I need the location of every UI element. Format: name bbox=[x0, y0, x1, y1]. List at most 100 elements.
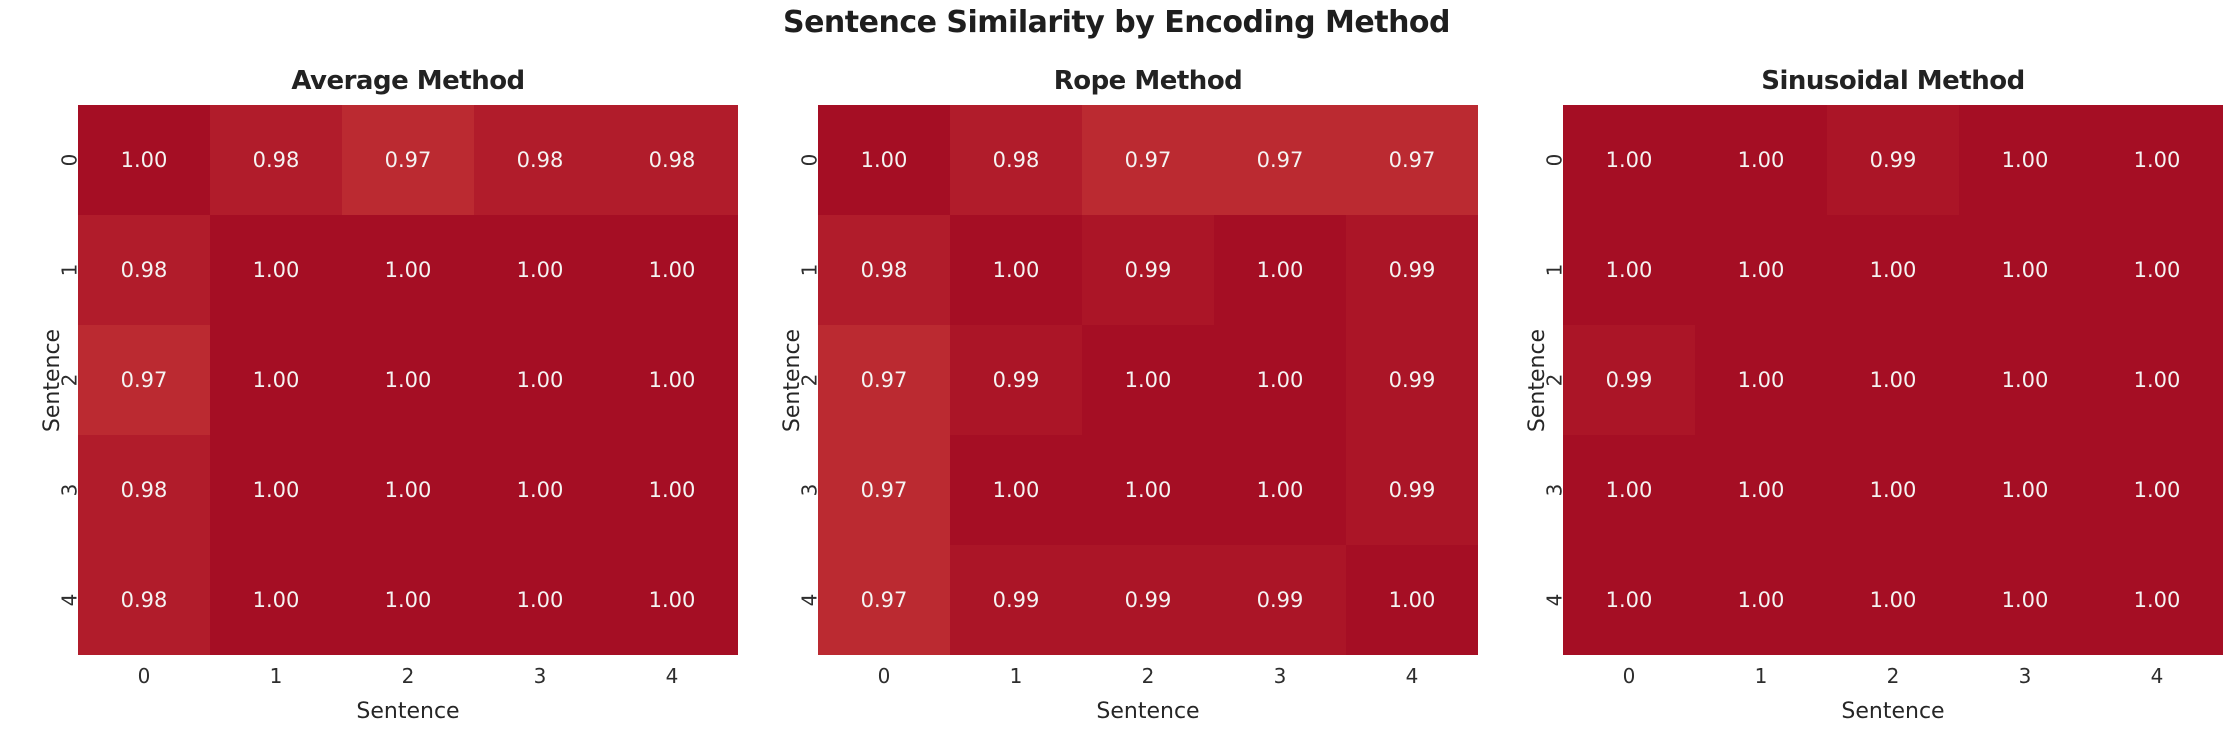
heatmap-cell: 1.00 bbox=[1563, 105, 1695, 215]
cell-value: 1.00 bbox=[2001, 258, 2049, 282]
heatmap-cell: 0.97 bbox=[818, 435, 950, 545]
cell-value: 0.97 bbox=[860, 478, 908, 502]
cell-value: 0.98 bbox=[860, 258, 908, 282]
heatmap-cell: 1.00 bbox=[1695, 215, 1827, 325]
cell-value: 1.00 bbox=[2133, 258, 2181, 282]
cell-value: 0.97 bbox=[1388, 148, 1436, 172]
cell-value: 1.00 bbox=[516, 588, 564, 612]
cell-value: 0.99 bbox=[1388, 258, 1436, 282]
x-tick-label: 2 bbox=[1886, 664, 1900, 688]
cell-value: 1.00 bbox=[648, 258, 696, 282]
cell-value: 0.98 bbox=[992, 148, 1040, 172]
heatmap-cell: 1.00 bbox=[818, 105, 950, 215]
heatmap-grid: 1.00 0.98 0.97 0.98 0.98 0.98 1.00 1.00 1.00 1.00… bbox=[78, 105, 738, 655]
cell-value: 1.00 bbox=[1256, 368, 1304, 392]
heatmap-cell: 0.99 bbox=[950, 325, 1082, 435]
cell-value: 0.99 bbox=[1869, 148, 1917, 172]
cell-value: 1.00 bbox=[2001, 148, 2049, 172]
heatmap-cell: 0.98 bbox=[210, 105, 342, 215]
heatmap-cell: 1.00 bbox=[2091, 105, 2223, 215]
heatmap-cell: 1.00 bbox=[606, 435, 738, 545]
heatmap-cell: 0.98 bbox=[78, 435, 210, 545]
cell-value: 0.97 bbox=[1124, 148, 1172, 172]
x-tick-label: 4 bbox=[2150, 664, 2164, 688]
cell-value: 1.00 bbox=[1869, 478, 1917, 502]
heatmap-cell: 1.00 bbox=[342, 215, 474, 325]
heatmap-cell: 0.98 bbox=[950, 105, 1082, 215]
heatmap-cell: 1.00 bbox=[1959, 435, 2091, 545]
heatmap-cell: 1.00 bbox=[2091, 435, 2223, 545]
heatmap-cell: 0.99 bbox=[1827, 105, 1959, 215]
cell-value: 1.00 bbox=[2001, 588, 2049, 612]
heatmap-cell: 1.00 bbox=[1563, 545, 1695, 655]
heatmap-cell: 0.98 bbox=[606, 105, 738, 215]
heatmap-cell: 0.99 bbox=[1082, 215, 1214, 325]
heatmap-cell: 1.00 bbox=[474, 435, 606, 545]
cell-value: 1.00 bbox=[516, 258, 564, 282]
heatmap-cell: 1.00 bbox=[1827, 435, 1959, 545]
cell-value: 0.98 bbox=[120, 478, 168, 502]
heatmap-cell: 1.00 bbox=[342, 435, 474, 545]
heatmap-cell: 1.00 bbox=[1695, 105, 1827, 215]
heatmap-cell: 1.00 bbox=[342, 545, 474, 655]
cell-value: 1.00 bbox=[384, 478, 432, 502]
heatmap-cell: 1.00 bbox=[1082, 325, 1214, 435]
x-tick-label: 0 bbox=[137, 664, 151, 688]
cell-value: 1.00 bbox=[384, 258, 432, 282]
heatmap-cell: 0.99 bbox=[1346, 325, 1478, 435]
cell-value: 1.00 bbox=[2133, 478, 2181, 502]
heatmap-cell: 1.00 bbox=[210, 325, 342, 435]
heatmap-cell: 1.00 bbox=[1563, 435, 1695, 545]
heatmap-cell: 1.00 bbox=[606, 325, 738, 435]
x-tick-label: 1 bbox=[269, 664, 283, 688]
cell-value: 1.00 bbox=[1737, 368, 1785, 392]
x-tick-label: 3 bbox=[2018, 664, 2032, 688]
cell-value: 0.99 bbox=[992, 588, 1040, 612]
cell-value: 0.97 bbox=[384, 148, 432, 172]
cell-value: 1.00 bbox=[1869, 258, 1917, 282]
y-axis-label: Sentence bbox=[780, 105, 806, 655]
heatmap-cell: 1.00 bbox=[950, 435, 1082, 545]
heatmap-cell: 0.97 bbox=[78, 325, 210, 435]
heatmap-cell: 1.00 bbox=[474, 215, 606, 325]
heatmap-cell: 1.00 bbox=[606, 545, 738, 655]
heatmap-cell: 1.00 bbox=[1214, 435, 1346, 545]
cell-value: 0.99 bbox=[1124, 588, 1172, 612]
x-tick-label: 3 bbox=[533, 664, 547, 688]
subplot-title: Sinusoidal Method bbox=[1761, 66, 2025, 96]
heatmap-cell: 1.00 bbox=[474, 325, 606, 435]
cell-value: 1.00 bbox=[1869, 368, 1917, 392]
x-tick-label: 4 bbox=[1405, 664, 1419, 688]
y-axis-label-text: Sentence bbox=[40, 328, 66, 432]
cell-value: 1.00 bbox=[384, 368, 432, 392]
cell-value: 1.00 bbox=[648, 588, 696, 612]
x-tick-label: 0 bbox=[1622, 664, 1636, 688]
heatmap-cell: 1.00 bbox=[210, 545, 342, 655]
cell-value: 1.00 bbox=[1256, 258, 1304, 282]
y-axis-label-text: Sentence bbox=[780, 328, 806, 432]
heatmap-cell: 1.00 bbox=[950, 215, 1082, 325]
cell-value: 0.99 bbox=[1605, 368, 1653, 392]
heatmap-cell: 0.99 bbox=[1346, 435, 1478, 545]
cell-value: 1.00 bbox=[648, 478, 696, 502]
cell-value: 1.00 bbox=[1605, 478, 1653, 502]
heatmap-cell: 1.00 bbox=[606, 215, 738, 325]
heatmap-cell: 0.97 bbox=[1082, 105, 1214, 215]
heatmap-cell: 0.99 bbox=[950, 545, 1082, 655]
heatmap-cell: 0.98 bbox=[78, 545, 210, 655]
cell-value: 1.00 bbox=[516, 368, 564, 392]
cell-value: 1.00 bbox=[1605, 588, 1653, 612]
cell-value: 1.00 bbox=[2133, 588, 2181, 612]
cell-value: 0.97 bbox=[1256, 148, 1304, 172]
heatmap-cell: 1.00 bbox=[1214, 325, 1346, 435]
cell-value: 1.00 bbox=[1605, 148, 1653, 172]
subplot-average-method: Average Method 1.00 0.98 0.97 0.98 0.98 0.98 1.… bbox=[41, 0, 738, 740]
heatmap-cell: 1.00 bbox=[2091, 325, 2223, 435]
heatmap-cell: 1.00 bbox=[1959, 105, 2091, 215]
cell-value: 0.99 bbox=[992, 368, 1040, 392]
heatmap-cell: 1.00 bbox=[1959, 215, 2091, 325]
heatmap-cell: 1.00 bbox=[210, 215, 342, 325]
cell-value: 0.99 bbox=[1388, 368, 1436, 392]
heatmap-cell: 1.00 bbox=[210, 435, 342, 545]
